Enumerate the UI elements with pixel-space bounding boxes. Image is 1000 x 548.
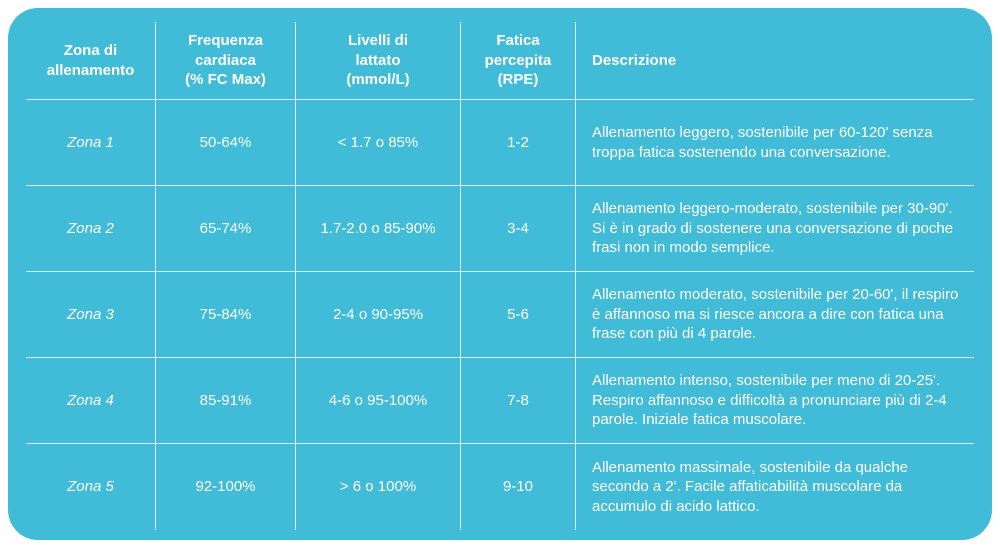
rpe-value: 1-2	[461, 100, 576, 185]
description-text: Allenamento leggero, sostenibile per 60-…	[592, 123, 964, 162]
hr-value: 75-84%	[156, 272, 296, 357]
table-row: Zona 3 75-84% 2-4 o 90-95% 5-6 Allenamen…	[26, 272, 974, 358]
rpe-value: 9-10	[461, 444, 576, 530]
description-text: Allenamento moderato, sostenibile per 20…	[592, 285, 964, 344]
hr-value: 92-100%	[156, 444, 296, 530]
lactate-value: > 6 o 100%	[296, 444, 461, 530]
rpe-value: 7-8	[461, 358, 576, 443]
zone-label: Zona 5	[67, 477, 114, 497]
zone-label: Zona 4	[67, 391, 114, 411]
lactate-value: < 1.7 o 85%	[296, 100, 461, 185]
hr-value: 65-74%	[156, 186, 296, 271]
description-text: Allenamento massimale, sostenibile da qu…	[592, 458, 964, 517]
training-zones-table: Zona di allenamento Frequenza cardiaca (…	[8, 8, 992, 540]
col-header-rpe: Fatica percepita (RPE)	[461, 22, 576, 99]
lactate-value: 1.7-2.0 o 85-90%	[296, 186, 461, 271]
zone-label: Zona 3	[67, 305, 114, 325]
col-header-hr: Frequenza cardiaca (% FC Max)	[156, 22, 296, 99]
description-text: Allenamento intenso, sostenibile per men…	[592, 371, 964, 430]
table-header-row: Zona di allenamento Frequenza cardiaca (…	[26, 22, 974, 100]
table-row: Zona 2 65-74% 1.7-2.0 o 85-90% 3-4 Allen…	[26, 186, 974, 272]
table-row: Zona 1 50-64% < 1.7 o 85% 1-2 Allenament…	[26, 100, 974, 186]
hr-value: 50-64%	[156, 100, 296, 185]
col-header-zone: Zona di allenamento	[26, 22, 156, 99]
rpe-value: 5-6	[461, 272, 576, 357]
table-row: Zona 5 92-100% > 6 o 100% 9-10 Allenamen…	[26, 444, 974, 530]
table-row: Zona 4 85-91% 4-6 o 95-100% 7-8 Allename…	[26, 358, 974, 444]
col-header-lactate: Livelli di lattato (mmol/L)	[296, 22, 461, 99]
col-header-desc: Descrizione	[576, 22, 974, 99]
hr-value: 85-91%	[156, 358, 296, 443]
zone-label: Zona 2	[67, 219, 114, 239]
description-text: Allenamento leggero-moderato, sostenibil…	[592, 199, 964, 258]
lactate-value: 2-4 o 90-95%	[296, 272, 461, 357]
rpe-value: 3-4	[461, 186, 576, 271]
lactate-value: 4-6 o 95-100%	[296, 358, 461, 443]
zone-label: Zona 1	[67, 133, 114, 153]
